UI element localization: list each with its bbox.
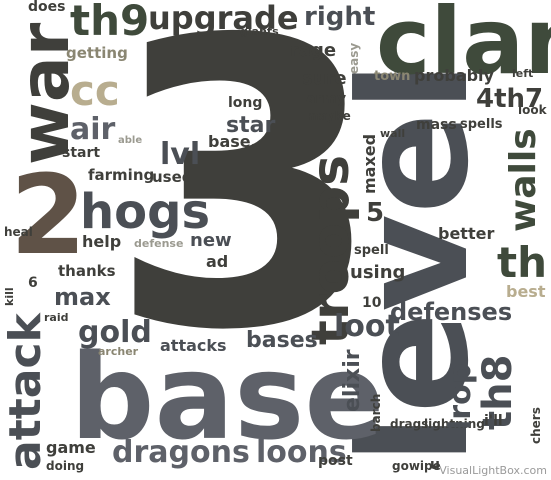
word: attack — [0, 313, 51, 470]
word: look — [518, 103, 547, 117]
word: rage — [290, 40, 337, 61]
word: kill — [3, 287, 16, 306]
word: 3 — [108, 0, 383, 417]
word: using — [350, 262, 406, 283]
word: spell — [354, 243, 389, 258]
word: th — [497, 238, 547, 287]
word: bases — [246, 328, 318, 353]
word: post — [318, 453, 353, 469]
word: 2 — [10, 151, 87, 279]
word: does — [28, 0, 66, 15]
word: max — [54, 283, 111, 311]
word: used — [152, 168, 193, 186]
word: giants — [240, 25, 279, 38]
word: dragons — [112, 435, 250, 470]
word: gold — [78, 315, 152, 350]
word: loot — [334, 309, 400, 344]
word: easy — [347, 42, 361, 74]
word: elixir — [340, 349, 365, 412]
word: maybe — [306, 109, 351, 123]
word: help — [82, 232, 122, 251]
word: 6 — [28, 275, 38, 291]
word: drags — [390, 417, 429, 431]
word: air — [70, 112, 116, 147]
word: getting — [66, 44, 128, 62]
word: th9 — [70, 0, 150, 45]
word: u — [430, 457, 440, 473]
word: army — [306, 91, 347, 107]
word: chers — [529, 407, 543, 444]
word: defenses — [390, 298, 513, 326]
word: clan — [376, 0, 551, 95]
word: 5 — [366, 198, 385, 228]
word: upgrade — [148, 0, 299, 37]
word: start — [62, 145, 101, 161]
word: better — [438, 224, 495, 243]
word: new — [190, 230, 232, 251]
word: wall — [380, 127, 406, 140]
word: 4th7 — [476, 84, 544, 114]
word: game — [46, 438, 96, 457]
word: star — [226, 113, 276, 138]
word: archer — [98, 345, 139, 358]
word: lvl — [160, 137, 201, 172]
word: 10 — [362, 295, 382, 311]
word: cc — [70, 66, 120, 115]
word: lightning — [424, 417, 485, 431]
word: spells — [460, 117, 503, 132]
word: i'll — [484, 413, 503, 429]
word: barch — [369, 393, 383, 432]
word: long — [228, 95, 263, 111]
word: raid — [44, 311, 69, 324]
word: mass — [416, 117, 457, 133]
word: sure — [302, 68, 347, 89]
word: attacks — [160, 336, 227, 355]
word: able — [118, 135, 143, 146]
word: ad — [206, 252, 229, 271]
word: gowipe — [392, 459, 441, 473]
word: hogs — [80, 184, 211, 240]
word: town — [374, 69, 411, 84]
word: heal — [4, 225, 33, 239]
word: defense — [134, 237, 184, 250]
word: right — [304, 2, 376, 32]
word: loons — [256, 435, 347, 470]
word: probably — [414, 66, 494, 85]
watermark: VisualLightBox.com — [439, 464, 547, 477]
word: base — [70, 328, 385, 466]
word: thanks — [58, 262, 116, 280]
word: lrop — [443, 362, 478, 430]
word: doing — [46, 459, 85, 473]
word: best — [506, 282, 546, 301]
word: farming — [88, 166, 155, 184]
word: base. — [208, 132, 257, 151]
word: maxed — [360, 133, 379, 194]
word: walls — [503, 128, 544, 232]
word: left — [512, 67, 534, 80]
